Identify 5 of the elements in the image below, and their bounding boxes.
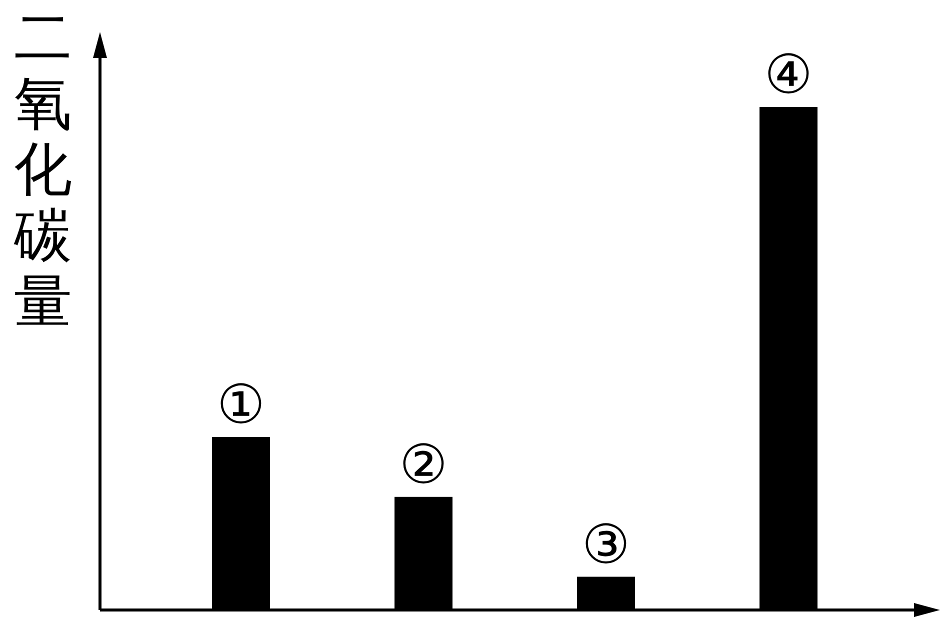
x-tick-label: ① <box>216 372 266 436</box>
x-tick-label: ③ <box>582 512 630 576</box>
x-tick-label: ② <box>399 432 448 496</box>
x-tick-label: ④ <box>764 43 813 106</box>
y-axis-title: 二氧化碳量 <box>14 3 73 335</box>
